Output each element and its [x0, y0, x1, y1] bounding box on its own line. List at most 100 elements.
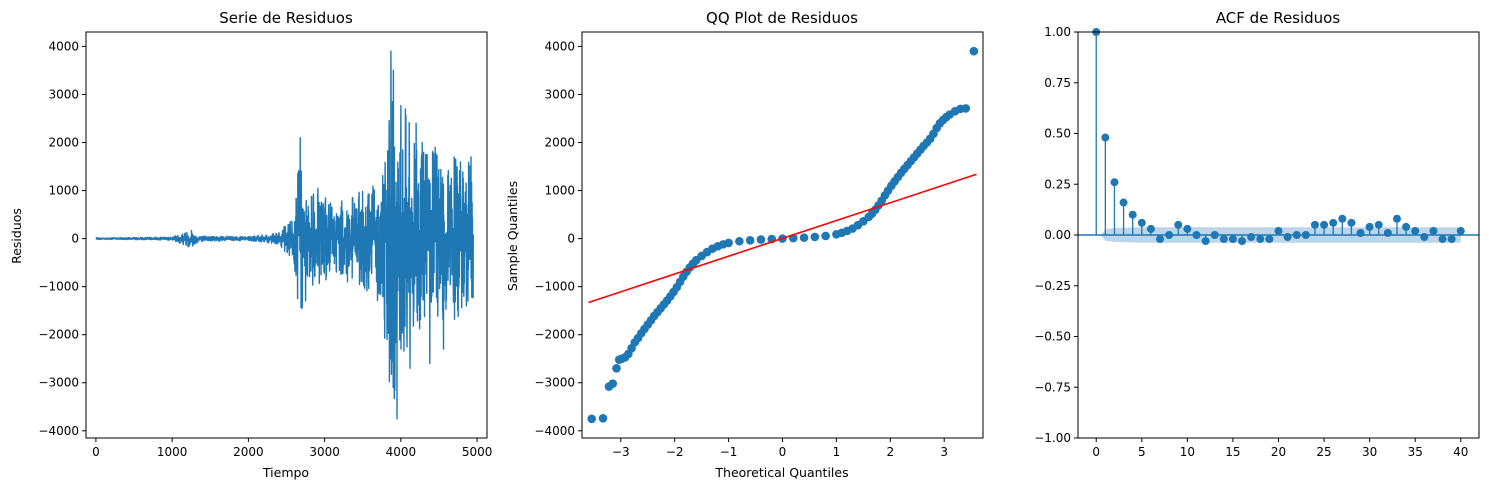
qq-plot-xtick-label: 2: [886, 445, 894, 459]
acf-marker: [1365, 222, 1374, 231]
qq-plot-ytick-label: 1000: [544, 184, 575, 198]
qq-plot-ytick-label: −2000: [534, 328, 575, 342]
acf-marker: [1429, 226, 1438, 235]
qq-point: [587, 414, 597, 424]
residual-series-xtick-label: 1000: [157, 445, 188, 459]
acf-marker: [1256, 235, 1265, 244]
residual-series-xtick-label: 3000: [309, 445, 340, 459]
qq-plot-ytick-label: 4000: [544, 39, 575, 53]
acf-xtick-label: 20: [1271, 445, 1286, 459]
acf-marker: [1447, 235, 1456, 244]
acf-marker: [1247, 233, 1256, 242]
qq-plot-ytick-label: −1000: [534, 280, 575, 294]
qq-plot-xtick-label: 1: [833, 445, 841, 459]
acf-marker: [1219, 235, 1228, 244]
qq-plot-xlabel: Theoretical Quantiles: [714, 465, 848, 480]
acf-marker: [1320, 220, 1329, 229]
qq-plot-xtick-label: −3: [612, 445, 630, 459]
acf-marker: [1238, 237, 1247, 246]
qq-plot-marks: [587, 46, 979, 424]
qq-plot-xtick-label: −1: [720, 445, 738, 459]
qq-plot-xtick-label: 0: [779, 445, 787, 459]
qq-fit-line: [588, 173, 977, 304]
qq-plot-axes-frame: [581, 31, 984, 439]
acf-marker: [1201, 237, 1210, 246]
residual-series-line: [95, 50, 474, 420]
residual-series-xtick-label: 0: [92, 445, 100, 459]
qq-plot-xtick-label: −2: [666, 445, 684, 459]
acf-marker: [1137, 218, 1146, 227]
qq-point: [745, 235, 755, 245]
qq-plot-ylabel: Sample Quantiles: [505, 181, 520, 291]
acf-marker: [1228, 235, 1237, 244]
qq-point: [608, 379, 618, 389]
acf-marker: [1329, 218, 1338, 227]
qq-plot-ytick-label: 3000: [544, 87, 575, 101]
acf-xtick-label: 35: [1408, 445, 1423, 459]
acf-marker: [1110, 178, 1119, 187]
residual-series-ytick-label: 4000: [48, 39, 79, 53]
acf-ytick-label: 0.75: [1044, 76, 1071, 90]
acf-ytick-label: −0.75: [1034, 380, 1071, 394]
qq-point: [821, 231, 830, 241]
acf-marker: [1156, 235, 1165, 244]
acf-marker: [1456, 226, 1465, 235]
acf-marks: [1078, 28, 1479, 246]
qq-point: [810, 232, 820, 242]
acf-marker: [1183, 224, 1192, 233]
qq-point: [961, 104, 971, 113]
acf-xtick-label: 15: [1225, 445, 1240, 459]
acf-marker: [1128, 210, 1137, 219]
acf-marker: [1411, 226, 1420, 235]
residual-series-xtick-label: 4000: [386, 445, 417, 459]
acf-ytick-label: 0.00: [1044, 228, 1071, 242]
qq-point: [756, 235, 766, 244]
qq-plot-title: QQ Plot de Residuos: [706, 9, 858, 27]
qq-plot-ytick-label: −3000: [534, 376, 575, 390]
acf-ytick-label: −0.25: [1034, 279, 1071, 293]
qq-point: [969, 46, 979, 56]
acf-marker: [1420, 233, 1429, 242]
residual-series-title: Serie de Residuos: [219, 9, 353, 27]
acf-xtick-label: 0: [1092, 445, 1100, 459]
acf-ytick-label: 0.25: [1044, 177, 1071, 191]
residual-series-xtick-label: 2000: [233, 445, 264, 459]
acf-xtick-label: 10: [1180, 445, 1195, 459]
acf-ytick-label: −0.50: [1034, 330, 1071, 344]
residual-series-ylabel: Residuos: [9, 208, 24, 264]
residual-series-xtick-label: 5000: [462, 445, 493, 459]
residual-series-ticks: 0 1000 2000 3000 4000 5000 −4000 −3000 −2000 −100…: [38, 39, 492, 459]
residual-series-axes-frame: [85, 31, 488, 439]
acf-panel: ACF de Residuos 0 5 10 15 20 25 30 35 40 −1.00 −0.…: [1034, 9, 1480, 459]
acf-marker: [1402, 222, 1411, 231]
acf-ytick-label: 1.00: [1044, 25, 1071, 39]
qq-plot-ytick-label: 0: [567, 232, 575, 246]
acf-marker: [1301, 231, 1310, 239]
acf-marker: [1119, 198, 1128, 207]
acf-marker: [1392, 214, 1401, 223]
residual-series-ytick-label: −4000: [38, 424, 79, 438]
acf-axes-frame: [1077, 31, 1480, 439]
acf-xtick-label: 40: [1453, 445, 1468, 459]
acf-xtick-label: 5: [1138, 445, 1146, 459]
residual-series-ytick-label: 2000: [48, 136, 79, 150]
qq-plot-xtick-label: 3: [940, 445, 948, 459]
acf-marker: [1101, 133, 1110, 142]
acf-marker: [1274, 226, 1283, 235]
residual-series-xlabel: Tiempo: [262, 465, 309, 480]
acf-marker: [1192, 231, 1201, 239]
acf-marker: [1210, 231, 1219, 239]
acf-marker: [1374, 220, 1383, 229]
residual-series-ytick-label: 3000: [48, 87, 79, 101]
acf-marker: [1174, 220, 1183, 229]
qq-point: [724, 238, 733, 248]
acf-marker: [1383, 228, 1392, 237]
residual-series-ytick-label: −2000: [38, 328, 79, 342]
qq-plot-panel: QQ Plot de Residuos Theoretical Quantile…: [505, 9, 984, 480]
qq-point: [612, 364, 621, 373]
qq-plot-ytick-label: −4000: [534, 424, 575, 438]
acf-marker: [1338, 214, 1347, 223]
residual-series-ytick-label: 1000: [48, 184, 79, 198]
acf-marker: [1438, 235, 1447, 244]
